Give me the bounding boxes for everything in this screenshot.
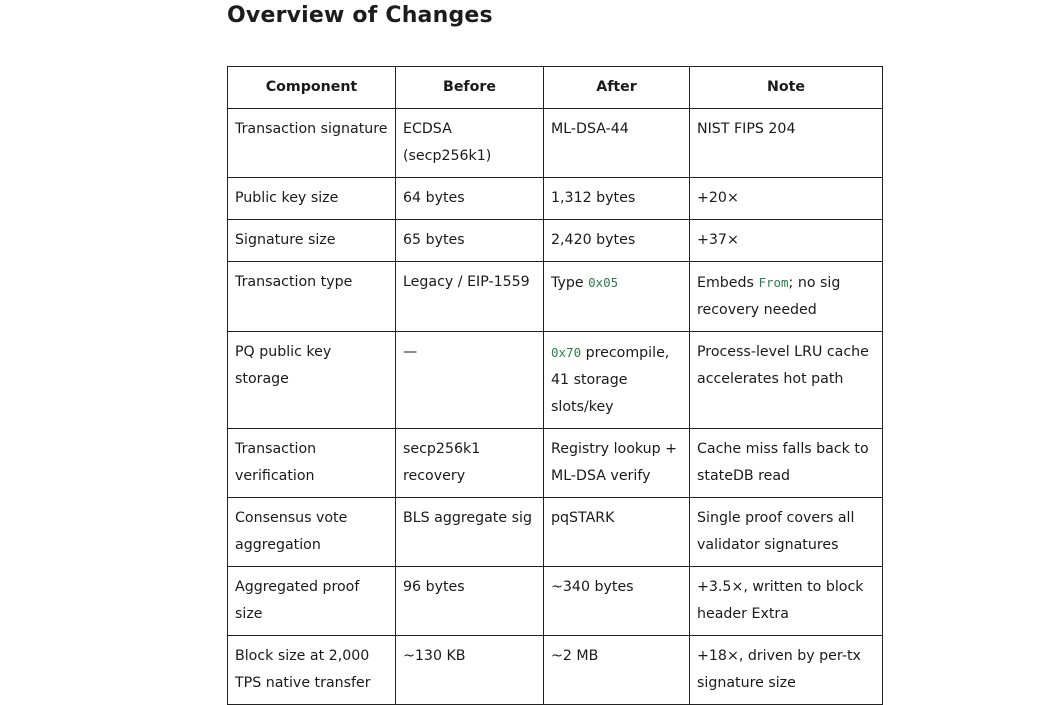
page-title: Overview of Changes — [227, 3, 493, 28]
cell-text: Signature size — [235, 232, 336, 248]
cell-text: Registry lookup + ML-DSA verify — [551, 441, 678, 484]
cell-after: Type 0x05 — [543, 261, 690, 332]
table-body: Transaction signature ECDSA (secp256k1) ML… — [227, 108, 883, 705]
cell-text: secp256k1 recovery — [403, 441, 481, 484]
inline-code: From — [758, 275, 789, 290]
cell-text: 1,312 bytes — [551, 190, 636, 206]
cell-text: 65 bytes — [403, 232, 465, 248]
cell-before: 65 bytes — [395, 219, 544, 262]
cell-after: 1,312 bytes — [543, 177, 690, 220]
cell-text: +3.5×, written to block header Extra — [697, 579, 864, 622]
cell-text: Consensus vote aggregation — [235, 510, 348, 553]
cell-text: +37× — [697, 232, 739, 248]
cell-before: ECDSA (secp256k1) — [395, 108, 544, 178]
column-header-after: After — [543, 66, 690, 109]
changes-table: Component Before After Note Transaction … — [227, 66, 883, 705]
cell-text: ~340 bytes — [551, 579, 634, 595]
inline-code: 0x05 — [588, 275, 619, 290]
cell-before: Legacy / EIP-1559 — [395, 261, 544, 332]
cell-before: — — [395, 331, 544, 429]
cell-after: Registry lookup + ML-DSA verify — [543, 428, 690, 498]
cell-text: Cache miss falls back to stateDB read — [697, 441, 869, 484]
cell-component: Transaction signature — [227, 108, 396, 178]
cell-after: ~340 bytes — [543, 566, 690, 636]
cell-before: 96 bytes — [395, 566, 544, 636]
table-header-row: Component Before After Note — [227, 66, 883, 109]
column-header-component: Component — [227, 66, 396, 109]
cell-text: Transaction verification — [235, 441, 317, 484]
cell-text: ML-DSA-44 — [551, 121, 629, 137]
cell-note: Embeds From; no sig recovery needed — [689, 261, 883, 332]
cell-component: Signature size — [227, 219, 396, 262]
cell-component: Aggregated proof size — [227, 566, 396, 636]
cell-text: Process-level LRU cache accelerates hot … — [697, 344, 869, 387]
cell-text: Embeds — [697, 275, 759, 291]
table-row: Transaction verification secp256k1 recove… — [227, 428, 883, 498]
cell-text: +18×, driven by per-tx signature size — [697, 648, 861, 691]
cell-component: Block size at 2,000 TPS native transfer — [227, 635, 396, 705]
cell-note: Process-level LRU cache accelerates hot … — [689, 331, 883, 429]
cell-component: Transaction verification — [227, 428, 396, 498]
cell-note: +20× — [689, 177, 883, 220]
cell-component: Transaction type — [227, 261, 396, 332]
cell-after: 0x70 precompile, 41 storage slots/key — [543, 331, 690, 429]
cell-before: secp256k1 recovery — [395, 428, 544, 498]
cell-text: Transaction type — [235, 274, 353, 290]
cell-before: ~130 KB — [395, 635, 544, 705]
cell-after: ~2 MB — [543, 635, 690, 705]
cell-component: PQ public key storage — [227, 331, 396, 429]
cell-after: ML-DSA-44 — [543, 108, 690, 178]
cell-text: PQ public key storage — [235, 344, 332, 387]
cell-note: +18×, driven by per-tx signature size — [689, 635, 883, 705]
table-row: Public key size 64 bytes 1,312 bytes +20× — [227, 177, 883, 220]
cell-before: BLS aggregate sig — [395, 497, 544, 567]
cell-text: precompile, 41 storage slots/key — [551, 345, 670, 415]
cell-text: Legacy / EIP-1559 — [403, 274, 530, 290]
table-row: Transaction signature ECDSA (secp256k1) ML… — [227, 108, 883, 178]
inline-code: 0x70 — [551, 345, 582, 360]
column-header-note: Note — [689, 66, 883, 109]
cell-note: Cache miss falls back to stateDB read — [689, 428, 883, 498]
cell-text: ~2 MB — [551, 648, 599, 664]
cell-text: ECDSA (secp256k1) — [403, 121, 492, 164]
cell-text: Public key size — [235, 190, 339, 206]
cell-text: +20× — [697, 190, 739, 206]
cell-text: pqSTARK — [551, 510, 615, 526]
cell-text: 2,420 bytes — [551, 232, 636, 248]
table-row: Signature size 65 bytes 2,420 bytes +37× — [227, 219, 883, 262]
cell-text: 96 bytes — [403, 579, 465, 595]
cell-text: Aggregated proof size — [235, 579, 360, 622]
cell-text: NIST FIPS 204 — [697, 121, 796, 137]
cell-component: Consensus vote aggregation — [227, 497, 396, 567]
cell-text: Type — [551, 275, 589, 291]
cell-text: Single proof covers all validator signat… — [697, 510, 855, 553]
cell-text: ~130 KB — [403, 648, 466, 664]
table-row: Transaction type Legacy / EIP-1559 Type 0x… — [227, 261, 883, 332]
cell-text: Transaction signature — [235, 121, 388, 137]
table-row: Aggregated proof size 96 bytes ~340 bytes +… — [227, 566, 883, 636]
cell-note: +3.5×, written to block header Extra — [689, 566, 883, 636]
table-row: PQ public key storage — 0x70 precompile, 4… — [227, 331, 883, 429]
table-row: Consensus vote aggregation BLS aggregate … — [227, 497, 883, 567]
cell-note: Single proof covers all validator signat… — [689, 497, 883, 567]
table-row: Block size at 2,000 TPS native transfer ~… — [227, 635, 883, 705]
cell-text: Block size at 2,000 TPS native transfer — [235, 648, 371, 691]
cell-note: NIST FIPS 204 — [689, 108, 883, 178]
column-header-before: Before — [395, 66, 544, 109]
cell-after: 2,420 bytes — [543, 219, 690, 262]
cell-text: 64 bytes — [403, 190, 465, 206]
cell-before: 64 bytes — [395, 177, 544, 220]
cell-text: ; no sig recovery needed — [697, 275, 841, 318]
cell-after: pqSTARK — [543, 497, 690, 567]
cell-text: BLS aggregate sig — [403, 510, 532, 526]
cell-component: Public key size — [227, 177, 396, 220]
cell-text: — — [403, 344, 418, 360]
cell-note: +37× — [689, 219, 883, 262]
